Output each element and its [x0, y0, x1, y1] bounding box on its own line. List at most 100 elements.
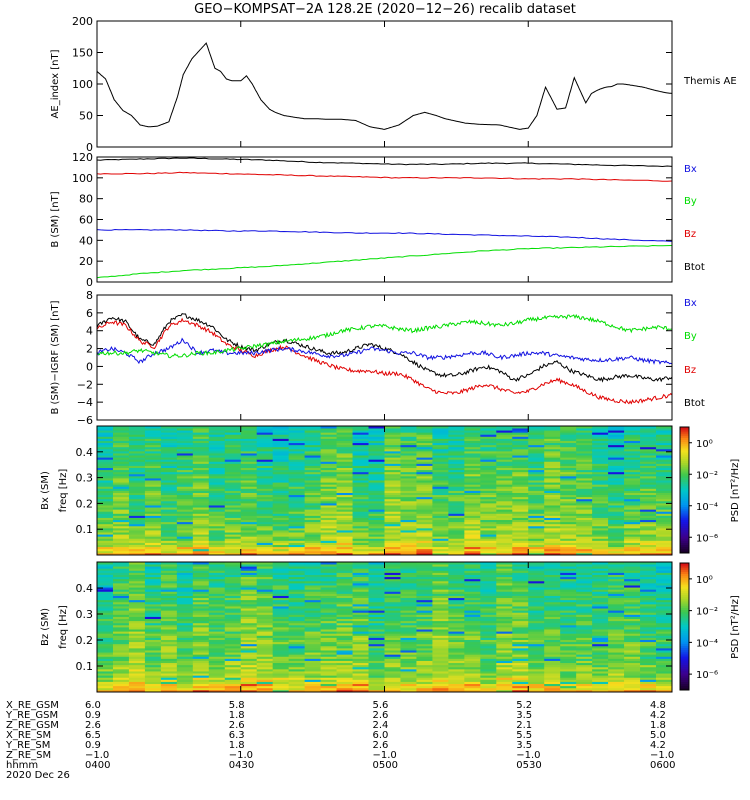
spectrogram-cell — [176, 471, 194, 475]
spectrogram-cell — [192, 673, 210, 676]
spectrogram-cell — [384, 432, 401, 435]
spectrogram-cell — [624, 552, 641, 556]
spectrogram-cell — [97, 622, 114, 626]
spectrogram-cell — [640, 446, 657, 450]
spectrogram-cell — [240, 550, 258, 554]
spectrogram-cell — [480, 490, 497, 493]
spectrogram-cell — [240, 505, 258, 508]
spectrogram-cell — [224, 473, 242, 477]
spectrogram-cell — [144, 587, 162, 590]
spectrogram-cell — [576, 572, 593, 575]
spectrogram-cell — [576, 578, 593, 582]
spectrogram-cell — [528, 465, 545, 469]
spectrogram-cell — [528, 627, 545, 630]
spectrogram-cell — [480, 656, 497, 659]
spectrogram-cell — [656, 587, 673, 590]
spectrogram-cell — [432, 492, 449, 496]
spectrogram-cell — [128, 430, 146, 433]
spectrogram-cell — [560, 566, 577, 569]
spectrogram-cell — [112, 671, 130, 674]
spectrogram-cell — [624, 631, 641, 634]
spectrogram-cell — [352, 544, 369, 548]
spectrogram-cell — [528, 656, 545, 659]
spectrogram-cell — [256, 614, 274, 617]
spectrogram-cell — [304, 662, 322, 666]
spectrogram-cell — [608, 603, 625, 607]
spectrogram-cell — [464, 494, 481, 498]
spectrogram-cell — [176, 515, 194, 518]
spectrogram-cell — [656, 455, 673, 458]
spectrogram-cell — [352, 614, 369, 617]
spectrogram-cell — [384, 532, 401, 535]
spectrogram-cell — [384, 576, 401, 580]
spectrogram-cell — [432, 455, 449, 458]
spectrogram-cell — [288, 683, 306, 687]
spectrogram-cell — [224, 662, 242, 666]
spectrogram-cell — [192, 664, 210, 668]
spectrogram-cell — [160, 480, 178, 483]
spectrogram-cell — [496, 570, 513, 573]
spectrogram-cell — [400, 645, 417, 649]
spectrogram-cell — [384, 550, 401, 554]
spectrogram-cell — [160, 440, 178, 444]
spectrogram-cell — [384, 587, 401, 590]
spectrogram-cell — [352, 546, 369, 550]
spectrogram-cell — [240, 525, 258, 529]
spectrogram-cell — [128, 687, 146, 691]
spectrogram-cell — [320, 654, 337, 657]
spectrogram-cell — [512, 540, 529, 543]
spectrogram-cell — [97, 442, 114, 446]
spectrogram-cell — [160, 603, 178, 607]
spectrogram-cell — [208, 515, 226, 518]
spectrogram-cell — [368, 576, 385, 580]
spectrogram-cell — [560, 552, 577, 556]
spectrogram-cell — [512, 614, 529, 617]
spectrogram-cell — [192, 430, 210, 433]
spectrogram-cell — [400, 540, 417, 543]
spectrogram-cell — [128, 440, 146, 444]
spectrogram-cell — [352, 519, 369, 523]
spectrogram-cell — [336, 656, 353, 659]
spectrogram-cell — [448, 608, 465, 611]
spectrogram-cell — [368, 505, 385, 508]
spectrogram-cell — [624, 461, 641, 464]
spectrogram-cell — [320, 509, 337, 512]
spectrogram-cell — [112, 542, 130, 545]
spectrogram-cell — [144, 610, 162, 613]
spectrogram-cell — [512, 536, 529, 539]
spectrogram-cell — [144, 576, 162, 580]
spectrogram-cell — [288, 658, 306, 661]
spectrogram-cell — [208, 486, 226, 489]
spectrogram-cell — [448, 494, 465, 498]
spectrogram-cell — [656, 525, 673, 529]
spectrogram-cell — [128, 570, 146, 573]
spectrogram-cell — [592, 482, 609, 485]
spectrogram-cell — [448, 687, 465, 691]
spectrogram-cell — [416, 650, 433, 653]
spectrogram-cell — [208, 432, 226, 435]
spectrogram-cell — [512, 500, 529, 504]
spectrogram-cell — [464, 548, 481, 552]
spectrogram-cell — [208, 471, 226, 475]
spectrogram-cell — [560, 658, 577, 661]
colorbar-segment — [680, 496, 689, 499]
spectrogram-cell — [256, 599, 274, 603]
spectrogram-cell — [192, 654, 210, 657]
spectrogram-cell — [144, 673, 162, 676]
spectrogram-cell — [176, 679, 194, 682]
spectrogram-cell — [464, 436, 481, 439]
spectrogram-cell — [224, 578, 242, 582]
spectrogram-cell — [432, 664, 449, 668]
spectrogram-cell — [192, 574, 210, 578]
spectrogram-cell — [592, 662, 609, 666]
series-line-by — [96, 313, 673, 359]
spectrogram-cell — [592, 647, 609, 651]
spectrogram-cell — [448, 685, 465, 689]
spectrogram-cell — [448, 662, 465, 666]
spectrogram-cell — [544, 664, 561, 668]
spectrogram-cell — [528, 608, 545, 611]
spectrogram-cell — [464, 679, 481, 682]
spectrogram-cell — [112, 677, 130, 680]
spectrogram-cell — [400, 436, 417, 439]
spectrogram-cell — [640, 492, 657, 496]
